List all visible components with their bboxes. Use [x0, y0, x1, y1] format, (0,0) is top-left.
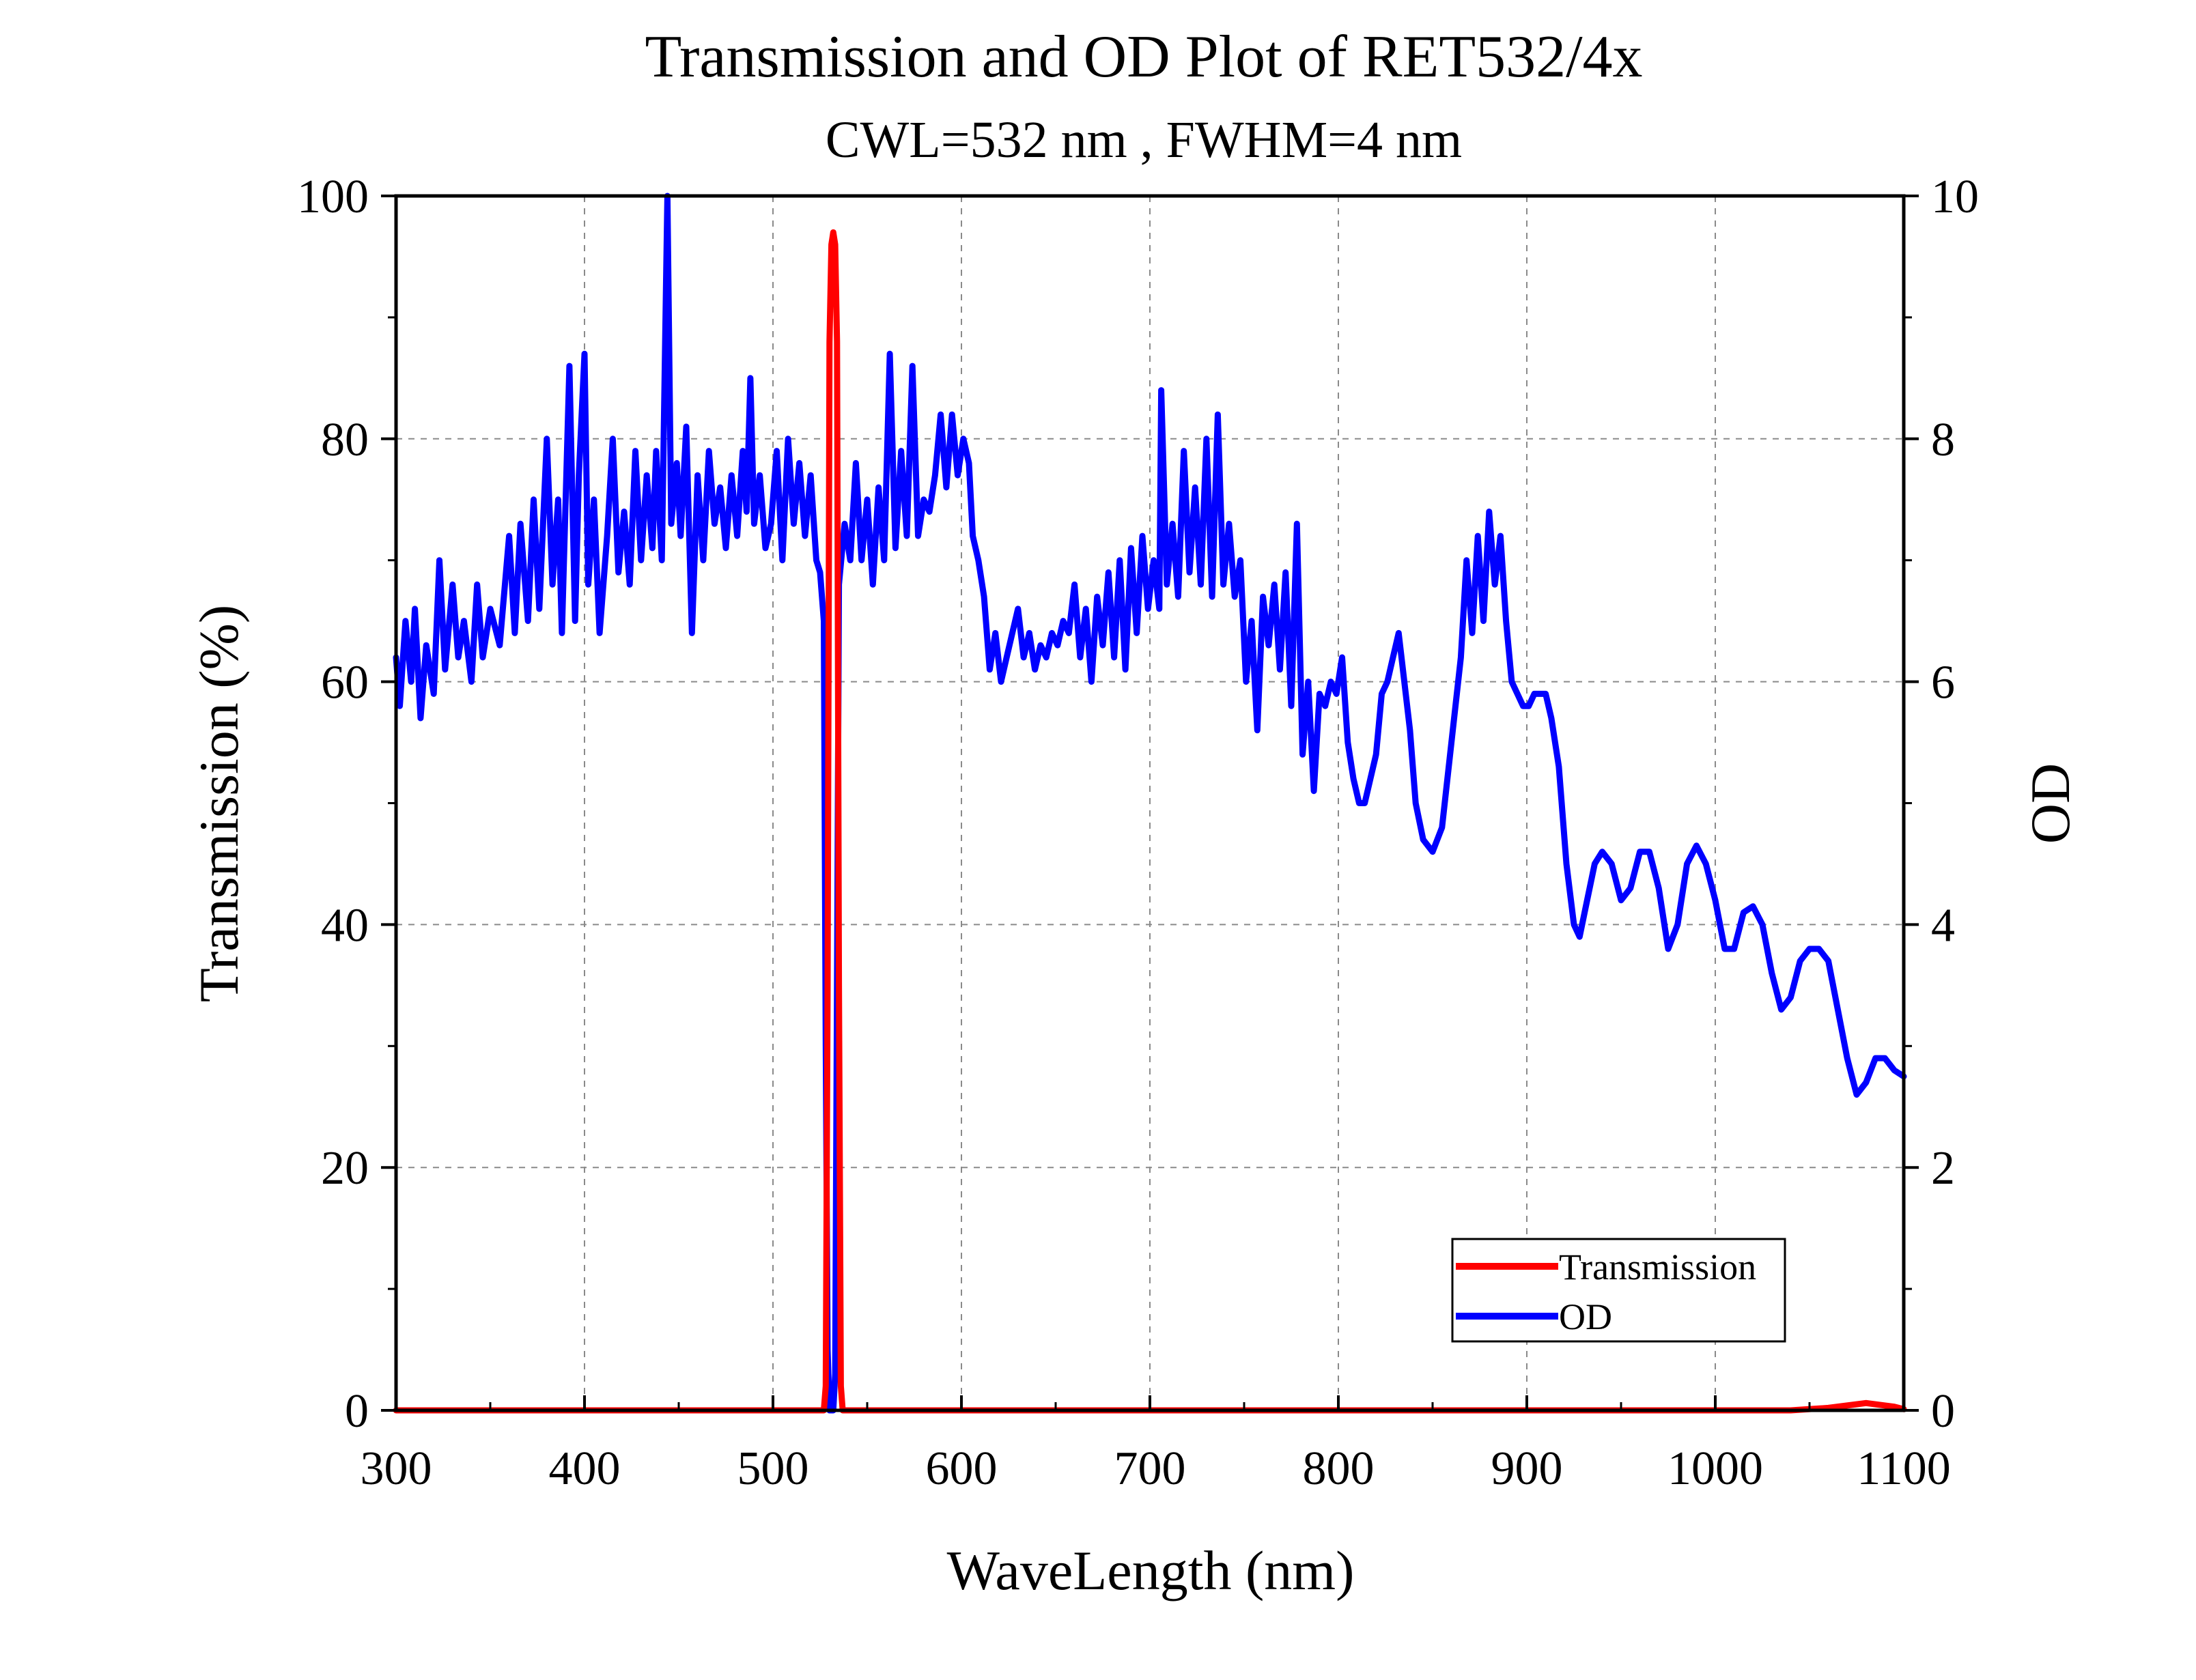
series-line-transmission — [393, 229, 1907, 1414]
y-left-tick-label: 100 — [297, 171, 369, 223]
legend-box — [1451, 1238, 1786, 1343]
x-tick-label: 1000 — [1667, 1442, 1763, 1495]
x-tick-label: 300 — [361, 1442, 432, 1495]
series-line-od — [393, 193, 1907, 1414]
y-left-tick-label: 40 — [321, 899, 369, 952]
y-right-tick-label: 6 — [1931, 657, 1955, 709]
x-tick-label: 900 — [1491, 1442, 1563, 1495]
y-axis-right-title: OD — [2019, 763, 2081, 844]
y-axis-left-title: Transmission (%) — [188, 605, 250, 1002]
y-left-tick-label: 80 — [321, 414, 369, 466]
x-tick-label: 1100 — [1857, 1442, 1950, 1495]
x-tick-label: 400 — [549, 1442, 621, 1495]
legend: Transmission OD — [1451, 1238, 1786, 1343]
y-right-tick-label: 2 — [1931, 1142, 1955, 1195]
y-right-tick-label: 10 — [1931, 171, 1979, 223]
chart-subtitle: CWL=532 nm , FWHM=4 nm — [826, 111, 1462, 169]
legend-label-od: OD — [1559, 1296, 1612, 1337]
tick-label-layer: 300 400 500 600 700 800 900 1000 110002040608010… — [297, 171, 1979, 1495]
legend-label-transmission: Transmission — [1559, 1247, 1756, 1287]
x-tick-label: 700 — [1114, 1442, 1186, 1495]
series-layer — [393, 193, 1907, 1414]
tick-layer — [381, 195, 1919, 1412]
y-left-tick-label: 60 — [321, 657, 369, 709]
y-left-tick-label: 20 — [321, 1142, 369, 1195]
y-left-tick-label: 0 — [345, 1385, 369, 1438]
y-right-tick-label: 0 — [1931, 1385, 1955, 1438]
chart-title: Transmission and OD Plot of RET532/4x — [645, 24, 1642, 90]
y-right-tick-label: 4 — [1931, 899, 1955, 952]
y-right-tick-label: 8 — [1931, 414, 1955, 466]
grid-layer — [396, 196, 1904, 1410]
x-tick-label: 600 — [926, 1442, 998, 1495]
x-axis-title: WaveLength (nm) — [947, 1539, 1355, 1601]
x-tick-label: 500 — [737, 1442, 809, 1495]
x-tick-label: 800 — [1303, 1442, 1375, 1495]
